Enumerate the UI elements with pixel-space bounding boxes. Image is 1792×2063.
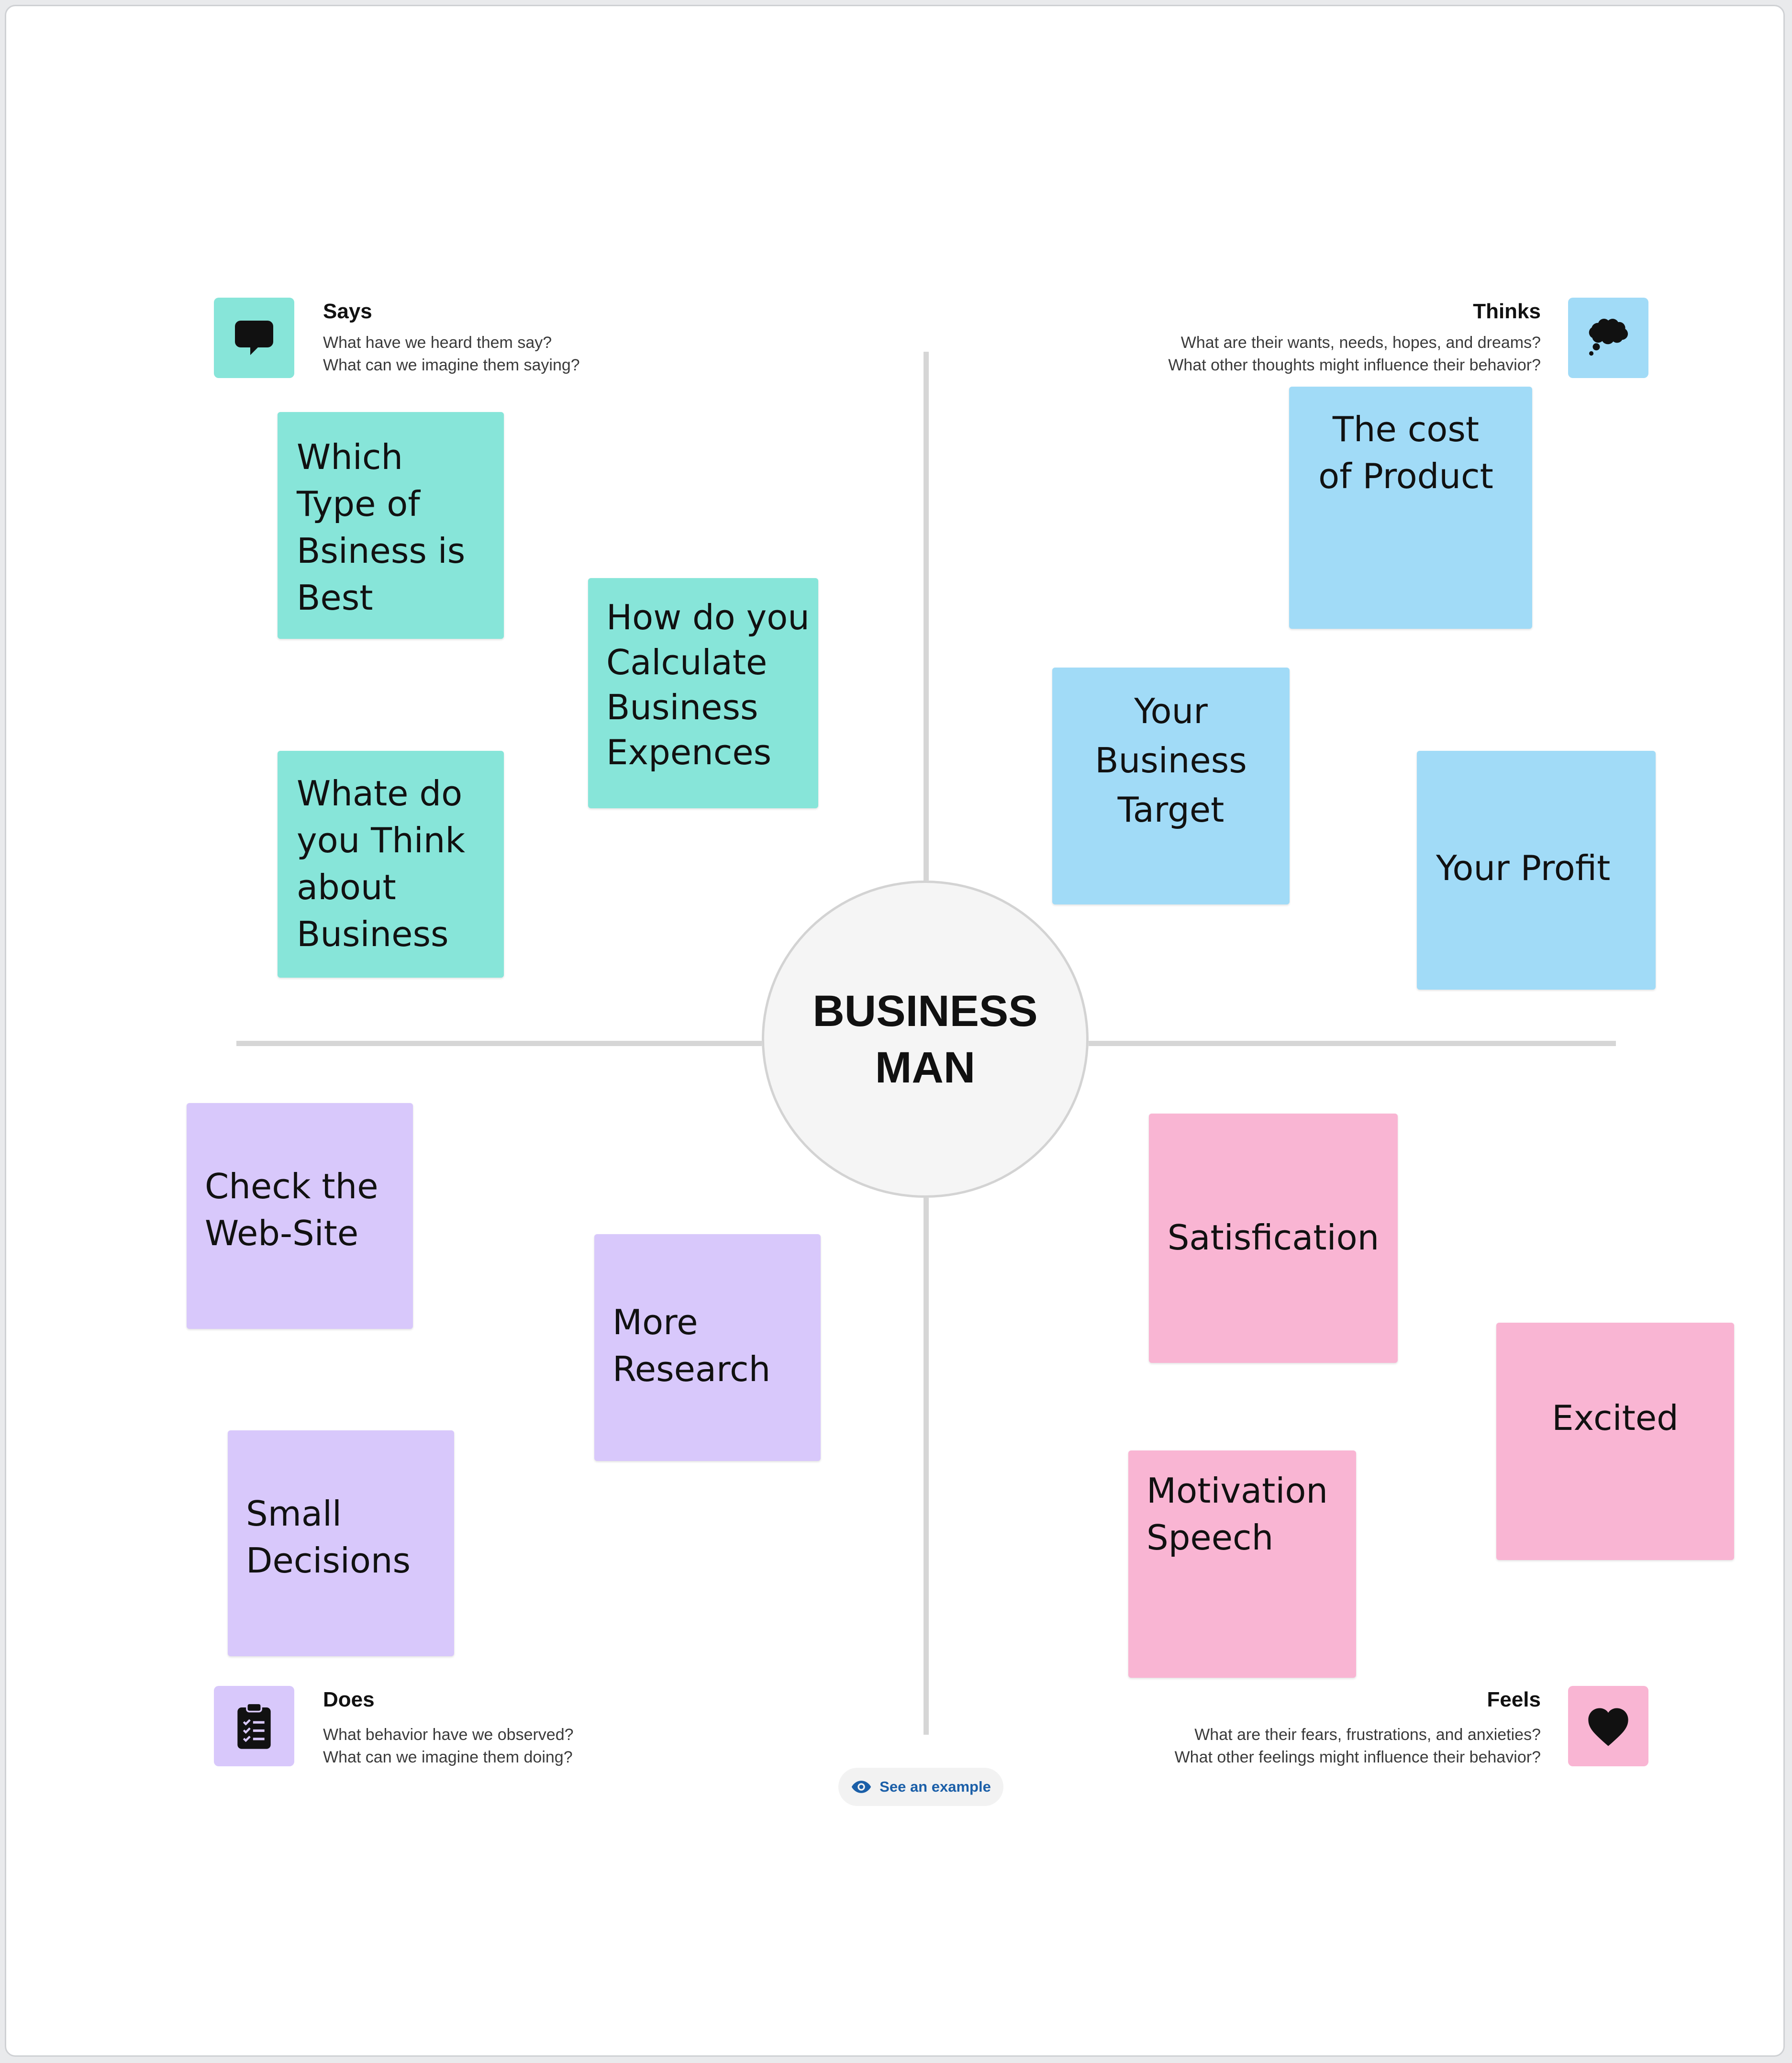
sticky-note-says-3[interactable]: Whate do you Think about Business	[278, 751, 504, 978]
does-question-1: What behavior have we observed?	[323, 1726, 574, 1744]
persona-title: BUSINESS MAN	[813, 986, 1038, 1092]
says-question-2: What can we imagine them saying?	[323, 356, 580, 374]
feels-question-1: What are their fears, frustrations, and …	[1194, 1726, 1541, 1744]
horizontal-axis-right	[1089, 1041, 1616, 1046]
says-question-1: What have we heard them say?	[323, 334, 552, 352]
does-title: Does	[323, 1688, 375, 1711]
feels-title: Feels	[1487, 1688, 1541, 1711]
persona-center-circle[interactable]: BUSINESS MAN	[762, 881, 1089, 1198]
eye-icon	[852, 1781, 871, 1793]
sticky-note-does-2[interactable]: More Research	[594, 1234, 821, 1461]
sticky-note-does-1[interactable]: Check the Web-Site	[187, 1103, 413, 1329]
sticky-note-does-3[interactable]: Small Decisions	[228, 1430, 454, 1656]
heart-icon	[1588, 1708, 1628, 1746]
thought-cloud-icon	[1589, 319, 1628, 356]
sticky-note-thinks-3[interactable]: Your Profit	[1417, 751, 1656, 990]
vertical-axis-bottom	[924, 1198, 929, 1735]
sticky-note-thinks-2[interactable]: Your Business Target	[1052, 668, 1290, 904]
says-title: Says	[323, 300, 372, 323]
speech-bubble-icon	[235, 321, 273, 355]
sticky-note-feels-2[interactable]: Excited	[1496, 1323, 1734, 1560]
see-example-label: See an example	[879, 1778, 991, 1795]
sticky-note-feels-3[interactable]: Motivation Speech	[1128, 1450, 1356, 1678]
horizontal-axis-left	[236, 1041, 762, 1046]
feels-icon-box	[1568, 1686, 1648, 1766]
sticky-note-thinks-1[interactable]: The cost of Product	[1289, 387, 1532, 629]
sticky-note-says-2[interactable]: How do you Calculate Business Expences	[588, 578, 818, 808]
does-question-2: What can we imagine them doing?	[323, 1748, 573, 1766]
thinks-title: Thinks	[1473, 300, 1541, 323]
does-icon-box	[214, 1686, 294, 1766]
thinks-icon-box	[1568, 298, 1648, 378]
see-example-button[interactable]: See an example	[838, 1768, 1003, 1806]
sticky-note-feels-1[interactable]: Satisfication	[1149, 1114, 1398, 1363]
thinks-question-1: What are their wants, needs, hopes, and …	[1180, 334, 1541, 352]
vertical-axis-top	[924, 352, 929, 881]
clipboard-icon	[237, 1702, 271, 1749]
sticky-note-says-1[interactable]: Which Type of Bsiness is Best	[278, 412, 504, 639]
thinks-question-2: What other thoughts might influence thei…	[1168, 356, 1541, 374]
says-icon-box	[214, 298, 294, 378]
feels-question-2: What other feelings might influence thei…	[1174, 1748, 1541, 1766]
